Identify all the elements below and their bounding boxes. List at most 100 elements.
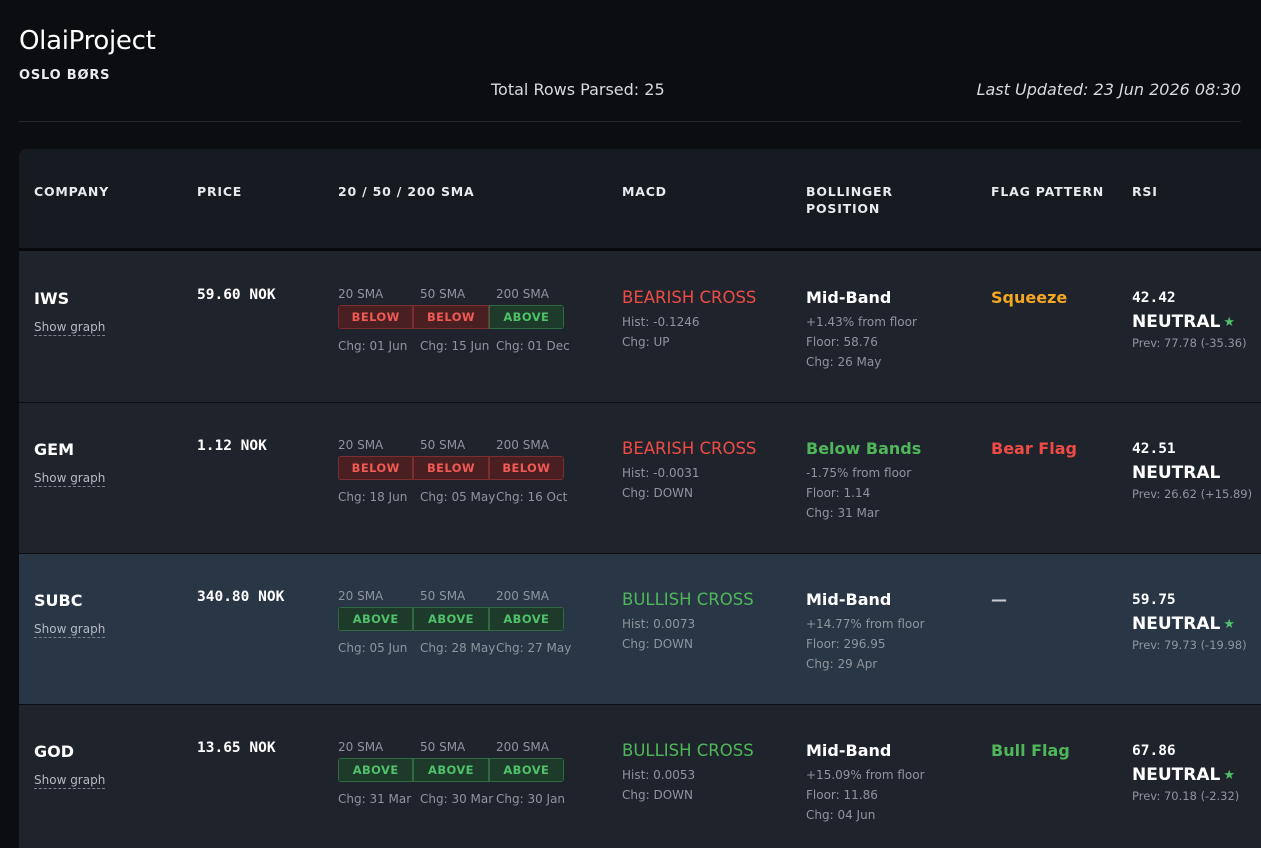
macd-change: Chg: DOWN — [622, 486, 693, 500]
bollinger-position: Mid-Band — [806, 590, 892, 609]
sma-200-change-date: Chg: 16 Oct — [496, 490, 568, 504]
show-graph-link[interactable]: Show graph — [34, 622, 106, 638]
price-value: 13.65 NOK — [197, 740, 276, 756]
macd-change: Chg: UP — [622, 335, 670, 349]
sma-50-label: 50 SMA — [420, 287, 466, 301]
flag-pattern: Bull Flag — [991, 741, 1070, 760]
table-row[interactable]: IWS Show graph 59.60 NOK 20 SMA 50 SMA 200 SM… — [19, 252, 1261, 403]
exchange-name: OSLO BØRS — [19, 68, 111, 83]
sma-20-label: 20 SMA — [338, 589, 384, 603]
bollinger-floor: Floor: 296.95 — [806, 637, 886, 651]
sma-status-group: ABOVE ABOVE ABOVE — [338, 758, 564, 782]
sma-200-change-date: Chg: 27 May — [496, 641, 572, 655]
rsi-previous: Prev: 70.18 (-2.32) — [1132, 789, 1240, 803]
column-header-flag-pattern: FLAG PATTERN — [991, 184, 1105, 199]
sma-20-status: ABOVE — [338, 758, 414, 782]
sma-status-group: BELOW BELOW BELOW — [338, 456, 564, 480]
macd-change: Chg: DOWN — [622, 637, 693, 651]
sma-20-status: BELOW — [338, 305, 414, 329]
flag-pattern: — — [991, 590, 1007, 609]
price-value: 340.80 NOK — [197, 589, 285, 605]
sma-200-status: ABOVE — [488, 305, 564, 329]
sma-200-change-date: Chg: 30 Jan — [496, 792, 566, 806]
rsi-status-wrap: NEUTRAL ★ — [1132, 312, 1235, 332]
rsi-previous: Prev: 79.73 (-19.98) — [1132, 638, 1247, 652]
sma-20-change-date: Chg: 05 Jun — [338, 641, 408, 655]
last-updated: Last Updated: 23 Jun 2026 08:30 — [976, 80, 1241, 99]
bollinger-position: Mid-Band — [806, 288, 892, 307]
sma-50-label: 50 SMA — [420, 589, 466, 603]
sma-200-label: 200 SMA — [496, 740, 549, 754]
rsi-status-wrap: NEUTRAL ★ — [1132, 765, 1235, 785]
table-row[interactable]: GEM Show graph 1.12 NOK 20 SMA 50 SMA 200 SMA… — [19, 403, 1261, 554]
flag-pattern: Bear Flag — [991, 439, 1077, 458]
company-ticker: GOD — [34, 742, 75, 761]
app-title: OlaiProject — [19, 26, 156, 56]
show-graph-link[interactable]: Show graph — [34, 471, 106, 487]
rsi-value: 67.86 — [1132, 743, 1176, 759]
sma-200-status: ABOVE — [488, 607, 564, 631]
total-rows-parsed: Total Rows Parsed: 25 — [491, 80, 665, 99]
table-row[interactable]: SUBC Show graph 340.80 NOK 20 SMA 50 SMA 200 … — [19, 554, 1261, 705]
bollinger-floor: Floor: 1.14 — [806, 486, 871, 500]
sma-50-change-date: Chg: 05 May — [420, 490, 496, 504]
macd-signal: BULLISH CROSS — [622, 741, 754, 760]
rsi-status: NEUTRAL — [1132, 463, 1221, 483]
macd-histogram: Hist: 0.0053 — [622, 768, 696, 782]
star-icon: ★ — [1223, 768, 1235, 783]
sma-200-status: BELOW — [488, 456, 564, 480]
sma-50-change-date: Chg: 30 Mar — [420, 792, 494, 806]
macd-signal: BULLISH CROSS — [622, 590, 754, 609]
sma-200-label: 200 SMA — [496, 438, 549, 452]
sma-status-group: ABOVE ABOVE ABOVE — [338, 607, 564, 631]
sma-200-label: 200 SMA — [496, 287, 549, 301]
bollinger-from-floor: +15.09% from floor — [806, 768, 925, 782]
show-graph-link[interactable]: Show graph — [34, 773, 106, 789]
company-ticker: GEM — [34, 440, 74, 459]
column-header-bollinger: BOLLINGER POSITION — [806, 184, 893, 216]
company-ticker: SUBC — [34, 591, 83, 610]
bollinger-floor: Floor: 11.86 — [806, 788, 878, 802]
sma-20-change-date: Chg: 01 Jun — [338, 339, 408, 353]
column-header-sma: 20 / 50 / 200 SMA — [338, 184, 475, 199]
star-icon: ★ — [1223, 315, 1235, 330]
sma-status-group: BELOW BELOW ABOVE — [338, 305, 564, 329]
sma-20-status: BELOW — [338, 456, 414, 480]
sma-200-label: 200 SMA — [496, 589, 549, 603]
sma-20-label: 20 SMA — [338, 287, 384, 301]
sma-200-status: ABOVE — [488, 758, 564, 782]
bollinger-position: Below Bands — [806, 439, 922, 458]
macd-signal: BEARISH CROSS — [622, 288, 757, 307]
sma-50-label: 50 SMA — [420, 740, 466, 754]
sma-20-status: ABOVE — [338, 607, 414, 631]
rsi-status-wrap: NEUTRAL — [1132, 463, 1220, 483]
rsi-value: 59.75 — [1132, 592, 1176, 608]
column-header-company: COMPANY — [34, 184, 110, 199]
bollinger-from-floor: +1.43% from floor — [806, 315, 917, 329]
flag-pattern: Squeeze — [991, 288, 1068, 307]
bollinger-change-date: Chg: 04 Jun — [806, 808, 876, 822]
rsi-value: 42.51 — [1132, 441, 1176, 457]
rsi-previous: Prev: 26.62 (+15.89) — [1132, 487, 1253, 501]
star-icon: ★ — [1223, 617, 1235, 632]
bollinger-position: Mid-Band — [806, 741, 892, 760]
show-graph-link[interactable]: Show graph — [34, 320, 106, 336]
macd-signal: BEARISH CROSS — [622, 439, 757, 458]
sma-20-change-date: Chg: 18 Jun — [338, 490, 408, 504]
table-header: COMPANY PRICE 20 / 50 / 200 SMA MACD BOL… — [19, 149, 1261, 251]
sma-50-change-date: Chg: 15 Jun — [420, 339, 490, 353]
table-row[interactable]: GOD Show graph 13.65 NOK 20 SMA 50 SMA 200 SM… — [19, 705, 1261, 848]
rsi-value: 42.42 — [1132, 290, 1176, 306]
rsi-status: NEUTRAL — [1132, 765, 1221, 785]
price-value: 1.12 NOK — [197, 438, 267, 454]
bollinger-floor: Floor: 58.76 — [806, 335, 878, 349]
sma-20-label: 20 SMA — [338, 740, 384, 754]
sma-50-status: ABOVE — [413, 607, 489, 631]
macd-histogram: Hist: -0.0031 — [622, 466, 700, 480]
bollinger-from-floor: +14.77% from floor — [806, 617, 925, 631]
macd-histogram: Hist: 0.0073 — [622, 617, 696, 631]
bollinger-change-date: Chg: 31 Mar — [806, 506, 880, 520]
sma-50-status: BELOW — [413, 456, 489, 480]
macd-histogram: Hist: -0.1246 — [622, 315, 700, 329]
column-header-macd: MACD — [622, 184, 667, 199]
